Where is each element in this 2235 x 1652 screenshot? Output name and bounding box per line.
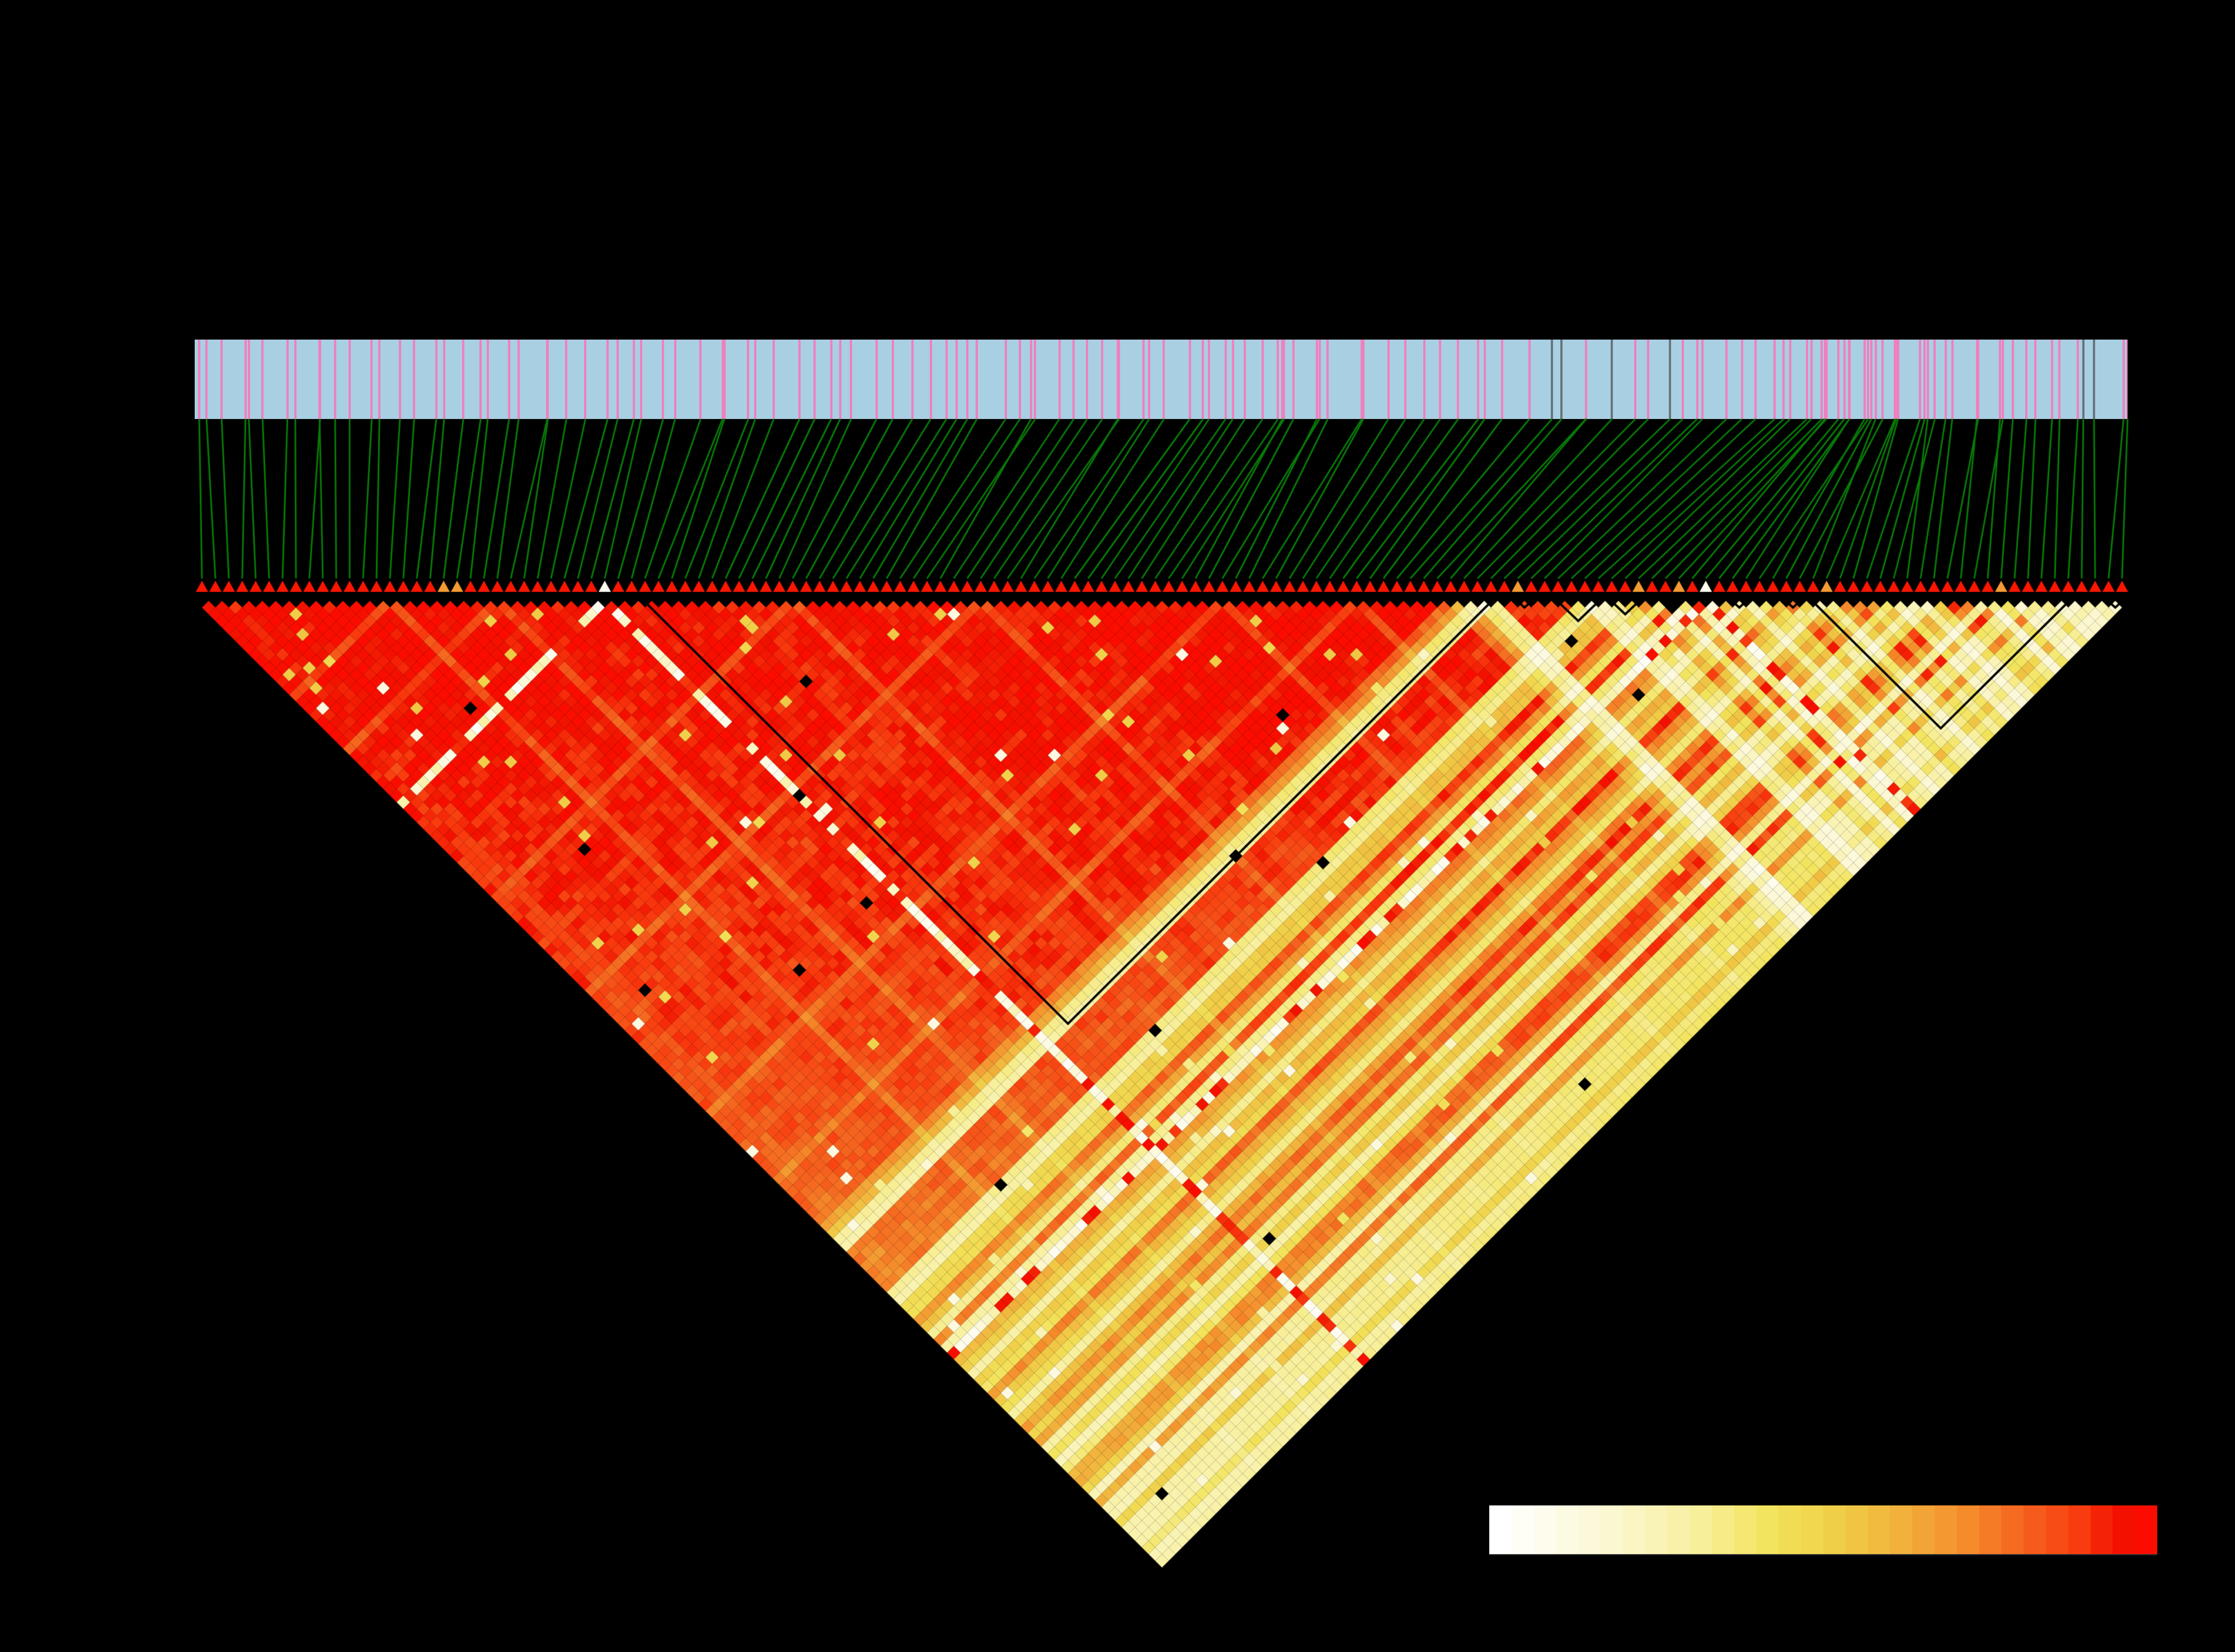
legend-color-step: [2001, 1505, 2024, 1554]
legend-color-step: [1734, 1505, 1757, 1554]
legend-color-step: [1489, 1505, 1512, 1554]
legend-color-step: [1578, 1505, 1601, 1554]
legend-color-step: [1556, 1505, 1579, 1554]
legend-color-step: [2112, 1505, 2135, 1554]
legend-color-step: [1845, 1505, 1868, 1554]
legend-color-step: [1867, 1505, 1890, 1554]
legend-color-step: [1645, 1505, 1668, 1554]
legend-color-step: [1622, 1505, 1645, 1554]
legend-color-step: [2135, 1505, 2157, 1554]
legend-color-step: [1823, 1505, 1846, 1554]
legend-color-step: [1912, 1505, 1935, 1554]
legend-color-step: [2090, 1505, 2113, 1554]
color-scale-legend: [1489, 1505, 2157, 1555]
legend-color-step: [1600, 1505, 1623, 1554]
legend-color-step: [2024, 1505, 2046, 1554]
legend-color-step: [1934, 1505, 1957, 1554]
legend-color-step: [1778, 1505, 1801, 1554]
legend-color-step: [2068, 1505, 2091, 1554]
legend-color-step: [1979, 1505, 2002, 1554]
legend-color-step: [1801, 1505, 1823, 1554]
legend-color-step: [1690, 1505, 1712, 1554]
legend-color-step: [1756, 1505, 1779, 1554]
legend-color-step: [2045, 1505, 2068, 1554]
legend-color-step: [1533, 1505, 1556, 1554]
legend-color-step: [1711, 1505, 1734, 1554]
legend-color-step: [1890, 1505, 1913, 1554]
legend-color-step: [1511, 1505, 1534, 1554]
legend-color-step: [1667, 1505, 1690, 1554]
legend-color-step: [1956, 1505, 1979, 1554]
